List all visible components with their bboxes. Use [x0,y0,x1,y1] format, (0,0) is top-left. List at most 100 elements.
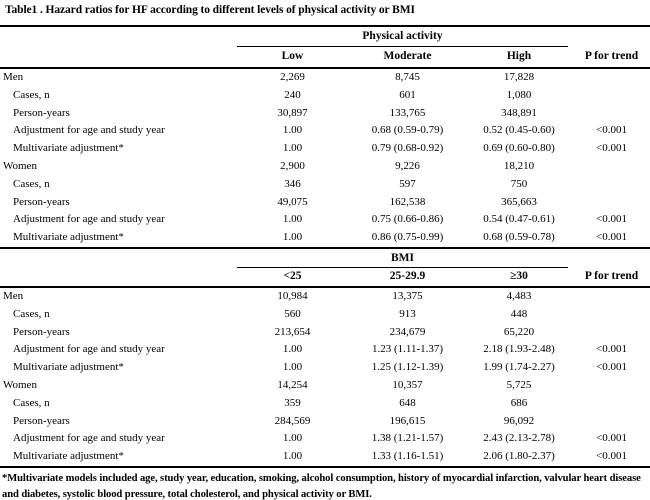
table-cell: 0.68 (0.59-0.79) [371,124,444,137]
table-row: Adjustment for age and study year 1.00 1.3… [0,430,650,448]
p-for-trend-header: P for trend [584,269,639,282]
section-header-physical-activity: Physical activity Low Moderate High P fo… [0,27,650,69]
table-cell: 1.00 [282,361,303,374]
table-cell: 0.79 (0.68-0.92) [371,142,444,155]
table-row: Cases, n 359 648 686 [0,395,650,413]
table-cell: 448 [510,307,528,320]
table-cell: 1.00 [282,343,303,356]
table-cell: 65,220 [503,325,535,338]
column-header-25-29: 25-29.9 [389,269,426,282]
table-cell [573,194,650,212]
stub-spacer [0,267,235,286]
table-cell: 1.00 [282,213,303,226]
table-cell: <0.001 [596,213,627,226]
row-label: Person-years [13,325,70,338]
table-cell: 17,828 [503,71,535,83]
section-header-bmi: BMI <25 25-29.9 ≥30 P for trend [0,246,650,288]
table-row: Women 2,900 9,226 18,210 [0,158,650,176]
table-cell: 8,745 [395,71,420,83]
table-cell: 1.99 (1.74-2.27) [483,361,555,374]
table-row: Women 14,254 10,357 5,725 [0,377,650,395]
row-label: Cases, n [13,307,50,320]
table-cell: 913 [399,307,416,320]
row-label: Multivariate adjustment* [13,142,124,155]
row-label: Adjustment for age and study year [13,432,165,445]
table-row: Person-years 213,654 234,679 65,220 [0,324,650,342]
table-cell: 196,615 [389,414,426,427]
table-row: Multivariate adjustment* 1.00 0.86 (0.75-0… [0,229,650,247]
table-row: Cases, n 240 601 1,080 [0,87,650,105]
table-row: Multivariate adjustment* 1.00 1.25 (1.12-1… [0,359,650,377]
table-cell: 10,357 [392,378,423,391]
row-label: Cases, n [13,177,50,190]
table-cell: 2.18 (1.93-2.48) [483,343,555,356]
table-cell: 133,765 [389,106,426,119]
table-cell: 365,663 [501,195,537,208]
hazard-ratio-table: Physical activity Low Moderate High P fo… [0,25,650,468]
table-cell: 5,725 [506,378,532,391]
table-cell: 14,254 [277,378,308,391]
row-label: Men [3,289,24,302]
table-cell: 346 [284,177,301,190]
table-row: Person-years 30,897 133,765 348,891 [0,105,650,123]
table-cell: <0.001 [596,361,627,374]
table-cell: 213,654 [274,325,311,338]
table-cell: 0.52 (0.45-0.60) [483,124,555,137]
table-cell [573,395,650,413]
table-cell [573,105,650,123]
table-cell: 1,080 [506,88,532,101]
table-cell: 2.06 (1.80-2.37) [483,450,555,463]
row-label: Person-years [13,106,70,119]
table-cell: 597 [399,177,416,190]
table-cell [573,306,650,324]
table-cell: 601 [399,88,416,101]
table-cell: 750 [510,177,528,190]
table-cell: 560 [284,307,301,320]
table-cell: 1.38 (1.21-1.57) [371,432,444,445]
table-cell: 10,984 [277,289,308,302]
table-row: Adjustment for age and study year 1.00 0.7… [0,211,650,229]
row-label: Cases, n [13,88,50,101]
table-row: Person-years 49,075 162,538 365,663 [0,194,650,212]
table-row: Adjustment for age and study year 1.00 1.2… [0,341,650,359]
table-cell: 648 [399,396,416,409]
table-cell: 1.33 (1.16-1.51) [371,450,444,463]
section-rows-bmi: Men 10,984 13,375 4,483 Cases, n 560 913 448 Per… [0,288,650,466]
table-cell: <0.001 [596,142,627,155]
row-label: Person-years [13,195,70,208]
table-row: Multivariate adjustment* 1.00 1.33 (1.16-1… [0,448,650,466]
table-cell: <0.001 [596,124,627,137]
spanner-row: Physical activity [0,27,650,47]
row-label: Multivariate adjustment* [13,450,124,463]
spanner-row: BMI [0,249,650,268]
stub-spacer [0,249,235,268]
table-cell [573,176,650,194]
row-label: Person-years [13,414,70,427]
spanner-label-physical-activity: Physical activity [237,27,568,47]
row-label: Multivariate adjustment* [13,231,124,244]
table-cell: 284,569 [274,414,311,427]
table-cell [573,69,650,87]
row-label: Multivariate adjustment* [13,361,124,374]
table-cell [573,87,650,105]
spanner-label-bmi: BMI [237,249,568,268]
table-cell: 240 [284,88,301,101]
table-cell: <0.001 [596,432,627,445]
table-row: Person-years 284,569 196,615 96,092 [0,413,650,431]
column-header-moderate: Moderate [383,50,432,62]
table-cell: 1.23 (1.11-1.37) [371,343,444,356]
table-cell: 2,269 [280,71,305,83]
row-label: Adjustment for age and study year [13,343,165,356]
table-cell: 0.86 (0.75-0.99) [371,231,444,244]
table-row: Men 10,984 13,375 4,483 [0,288,650,306]
p-spacer [573,249,650,268]
row-label: Adjustment for age and study year [13,124,165,137]
table-cell: 1.00 [282,432,303,445]
table-cell: 1.00 [282,231,303,244]
p-spacer [573,27,650,47]
row-label: Adjustment for age and study year [13,213,165,226]
column-header-row: Low Moderate High P for trend [0,46,650,67]
table-cell: <0.001 [596,450,627,463]
table-cell: 1.00 [282,142,303,155]
